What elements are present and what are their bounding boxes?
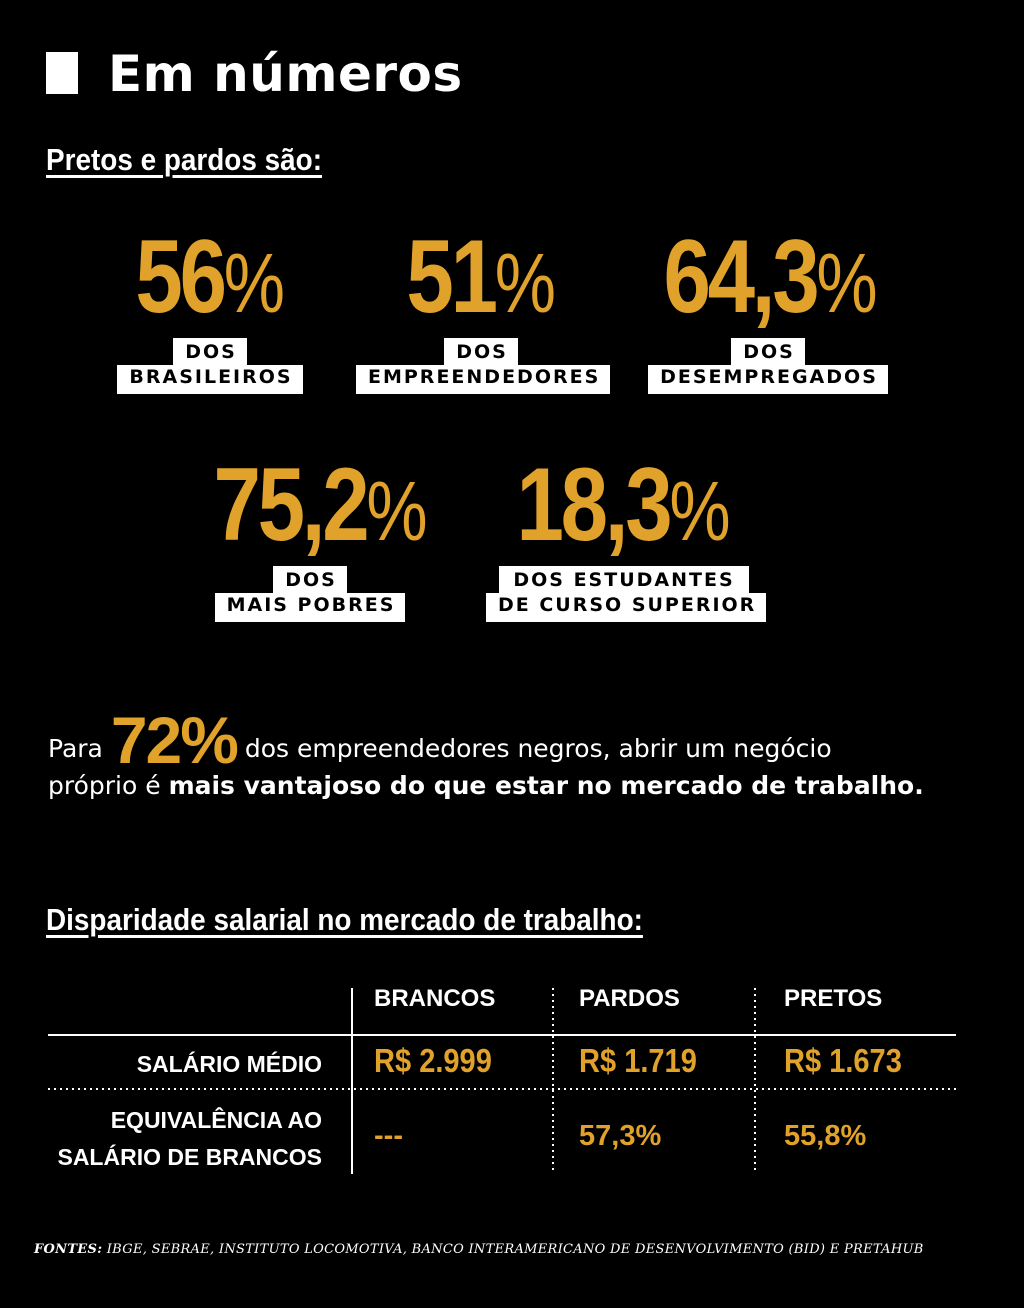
stat-label: DOS BRASILEIROS (90, 338, 330, 394)
column-header-pardos: PARDOS (579, 985, 680, 1012)
stat-card: 75,2% DOS MAIS POBRES (190, 450, 430, 622)
stat-number: 64,3% (663, 219, 878, 335)
table-cell: 57,3% (579, 1120, 662, 1152)
stat-number: 75,2% (213, 447, 428, 563)
section-heading-demographics: Pretos e pardos são: (46, 142, 322, 177)
sources-footer: FONTES: IBGE, SEBRAE, INSTITUTO LOCOMOTI… (34, 1242, 924, 1257)
highlight-number: 72% (110, 703, 239, 777)
row-label-equivalencia: EQUIVALÊNCIA AO SALÁRIO DE BRANCOS (57, 1107, 322, 1170)
stat-card: 56% DOS BRASILEIROS (90, 222, 330, 394)
stat-label: DOS ESTUDANTES DE CURSO SUPERIOR (486, 566, 767, 622)
table-cell: R$ 1.673 (784, 1042, 902, 1079)
stat-number: 18,3% (516, 447, 732, 563)
stat-label: DOS DESEMPREGADOS (640, 338, 896, 394)
row-label-salario-medio: SALÁRIO MÉDIO (136, 1051, 322, 1077)
column-header-brancos: BRANCOS (374, 985, 496, 1012)
highlight-paragraph: Para 72% dos empreendedores negros, abri… (48, 703, 924, 804)
stat-card: 18,3% DOS ESTUDANTES DE CURSO SUPERIOR (486, 447, 767, 622)
stat-label: DOS EMPREENDEDORES (356, 338, 611, 394)
section-heading-salary: Disparidade salarial no mercado de traba… (46, 902, 643, 937)
highlight-line-2: próprio é mais vantajoso do que estar no… (48, 771, 924, 800)
highlight-line-1: Para 72% dos empreendedores negros, abri… (48, 703, 832, 777)
table-cell: 55,8% (784, 1120, 867, 1152)
title-square-icon (46, 52, 78, 94)
stat-number: 51% (406, 219, 556, 335)
stat-label: DOS MAIS POBRES (190, 566, 430, 622)
table-cell: --- (374, 1120, 403, 1152)
sources-label: FONTES: (34, 1242, 103, 1257)
table-cell: R$ 1.719 (579, 1042, 697, 1079)
page-title: Em números (108, 45, 463, 103)
table-cell: R$ 2.999 (374, 1042, 492, 1079)
stat-number: 56% (135, 219, 285, 335)
column-header-pretos: PRETOS (784, 985, 883, 1012)
stat-card: 51% DOS EMPREENDEDORES (356, 219, 611, 394)
stat-card: 64,3% DOS DESEMPREGADOS (640, 222, 896, 394)
sources-text: IBGE, SEBRAE, INSTITUTO LOCOMOTIVA, BANC… (102, 1242, 924, 1257)
